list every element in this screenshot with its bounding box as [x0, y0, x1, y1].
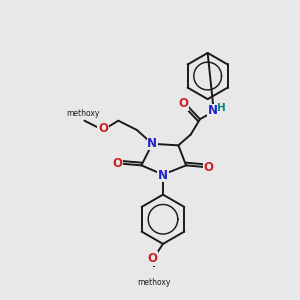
Text: O: O: [203, 161, 213, 174]
Text: O: O: [147, 252, 157, 265]
Text: methoxy: methoxy: [137, 278, 170, 287]
Text: O: O: [98, 122, 108, 135]
Text: N: N: [147, 136, 157, 149]
Text: methoxy: methoxy: [66, 110, 100, 118]
Text: O: O: [112, 157, 123, 169]
Text: N: N: [158, 169, 168, 182]
Text: N: N: [208, 104, 218, 117]
Text: H: H: [217, 103, 226, 113]
Text: O: O: [178, 97, 188, 110]
